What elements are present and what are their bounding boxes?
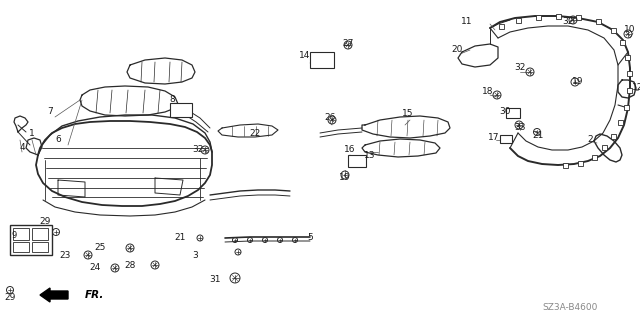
Bar — [627, 87, 632, 93]
Text: 33: 33 — [515, 122, 525, 131]
Text: 10: 10 — [624, 26, 636, 34]
Text: 27: 27 — [342, 39, 354, 48]
Text: 30: 30 — [499, 108, 511, 116]
Bar — [32, 228, 48, 240]
Text: 6: 6 — [55, 136, 61, 145]
Bar — [575, 14, 580, 19]
Bar — [627, 70, 632, 76]
Bar — [536, 14, 541, 19]
Text: 3: 3 — [192, 250, 198, 259]
Text: FR.: FR. — [85, 290, 104, 300]
Text: 2: 2 — [587, 136, 593, 145]
FancyArrow shape — [40, 288, 68, 302]
Text: 19: 19 — [572, 78, 584, 86]
Text: 31: 31 — [209, 276, 221, 285]
Bar — [591, 154, 596, 160]
Bar — [618, 120, 623, 124]
Bar — [611, 133, 616, 138]
Text: 25: 25 — [94, 243, 106, 253]
Text: 16: 16 — [344, 145, 356, 154]
Text: 29: 29 — [39, 218, 51, 226]
Bar — [10, 225, 52, 255]
Bar — [32, 242, 48, 252]
Text: 1: 1 — [29, 129, 35, 137]
Bar — [13, 228, 29, 240]
Text: 32: 32 — [192, 145, 204, 154]
Text: 5: 5 — [307, 234, 313, 242]
Text: 17: 17 — [488, 133, 500, 143]
Bar — [595, 19, 600, 24]
Text: 22: 22 — [250, 129, 260, 137]
Bar — [611, 27, 616, 33]
Bar — [563, 162, 568, 167]
Text: 7: 7 — [47, 108, 53, 116]
Bar — [348, 155, 366, 167]
Text: 29: 29 — [4, 293, 16, 301]
Text: 12: 12 — [632, 84, 640, 93]
Text: 15: 15 — [403, 109, 413, 118]
Text: 21: 21 — [532, 130, 544, 139]
Bar — [499, 24, 504, 28]
Bar — [515, 18, 520, 23]
Bar — [13, 242, 29, 252]
Bar — [506, 108, 520, 118]
Bar — [170, 103, 192, 117]
Text: 14: 14 — [300, 50, 310, 60]
Bar — [620, 40, 625, 44]
Bar — [602, 145, 607, 150]
Text: 8: 8 — [169, 95, 175, 105]
Bar — [623, 105, 628, 109]
Text: 13: 13 — [364, 151, 376, 160]
Bar — [625, 55, 630, 60]
Text: 23: 23 — [60, 250, 70, 259]
Bar — [310, 52, 334, 68]
Text: 9: 9 — [12, 231, 17, 240]
Text: 11: 11 — [461, 17, 473, 26]
Text: 32: 32 — [563, 18, 573, 26]
Text: 28: 28 — [124, 261, 136, 270]
Text: 19: 19 — [339, 173, 351, 182]
Text: 20: 20 — [451, 46, 463, 55]
Text: 4: 4 — [19, 144, 25, 152]
Bar — [556, 13, 561, 19]
Bar — [577, 160, 582, 166]
Text: 32: 32 — [515, 63, 525, 72]
Text: 21: 21 — [174, 234, 186, 242]
Text: SZ3A-B4600: SZ3A-B4600 — [542, 303, 598, 313]
Bar — [500, 135, 512, 143]
Text: 18: 18 — [483, 87, 493, 97]
Text: 24: 24 — [90, 263, 100, 272]
Text: 26: 26 — [324, 114, 336, 122]
